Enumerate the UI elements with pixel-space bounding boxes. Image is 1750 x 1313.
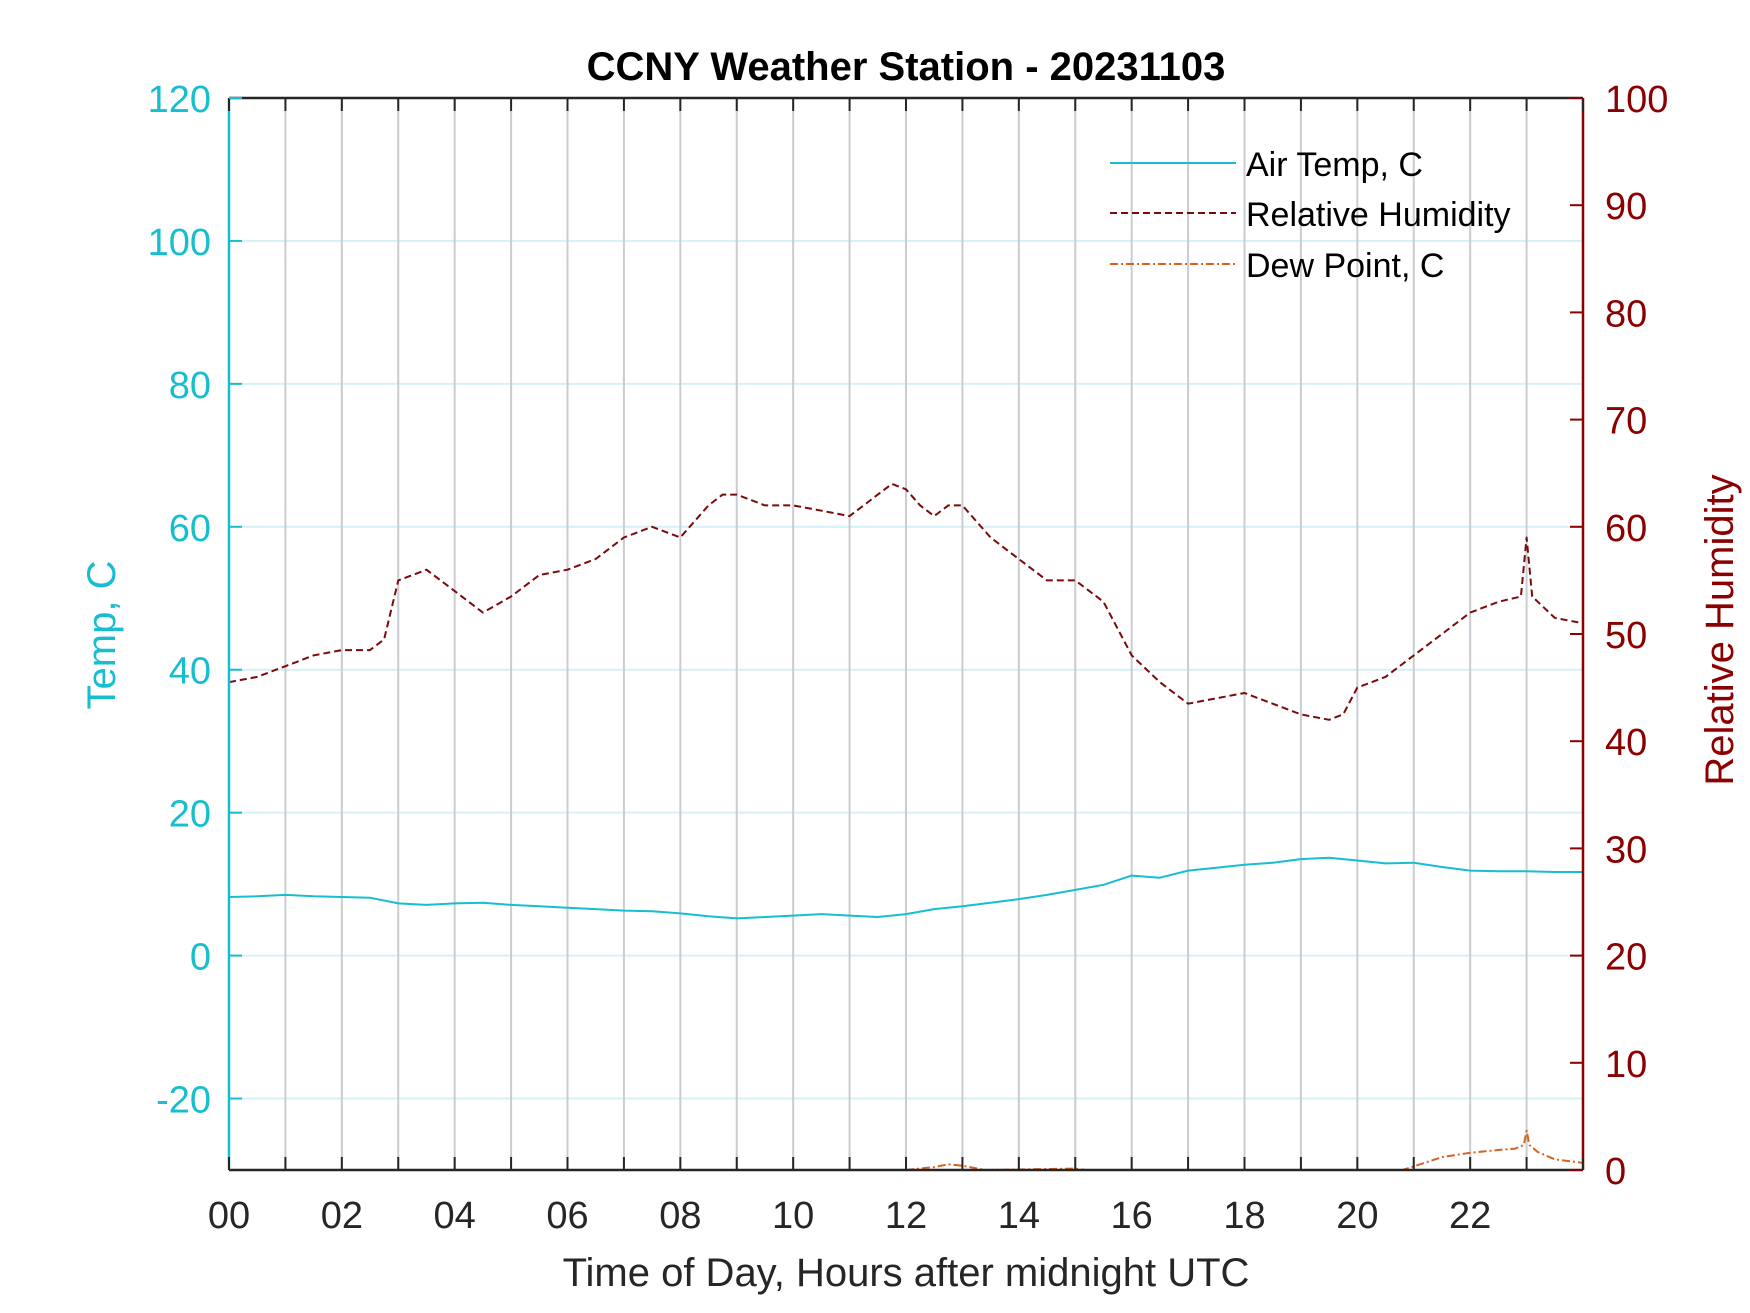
x-tick-label: 02 xyxy=(321,1195,363,1237)
x-tick-label: 00 xyxy=(208,1195,250,1237)
left-y-tick-label: 120 xyxy=(148,79,211,121)
x-tick-label: 22 xyxy=(1449,1195,1491,1237)
right-y-tick-label: 70 xyxy=(1605,401,1647,443)
right-y-tick-label: 100 xyxy=(1605,79,1668,121)
series-air-temp-line xyxy=(228,856,1583,920)
x-tick-label: 20 xyxy=(1336,1195,1378,1237)
left-y-tick-label: 60 xyxy=(169,508,211,550)
left-y-tick-label: 0 xyxy=(190,937,211,979)
left-y-axis-label: Temp, C xyxy=(80,561,124,710)
legend-label-dew-point: Dew Point, C xyxy=(1246,247,1444,285)
ticks-layer: 00 02 04 06 08 10 12 14 16 18 20 22-200204060801001… xyxy=(148,79,1669,1237)
left-y-tick-label: -20 xyxy=(156,1080,211,1122)
series-layer xyxy=(228,482,1584,1171)
legend-label-humidity: Relative Humidity xyxy=(1246,196,1511,234)
right-y-tick-label: 10 xyxy=(1605,1044,1647,1086)
x-axis-label: Time of Day, Hours after midnight UTC xyxy=(563,1251,1250,1295)
x-tick-label: 18 xyxy=(1223,1195,1265,1237)
series-dew-point-line xyxy=(905,1129,1584,1171)
right-y-tick-label: 40 xyxy=(1605,722,1647,764)
legend: Air Temp, C Relative Humidity Dew Point,… xyxy=(1110,146,1511,285)
legend-label-air-temp: Air Temp, C xyxy=(1246,146,1423,184)
x-tick-label: 10 xyxy=(772,1195,814,1237)
left-y-tick-label: 100 xyxy=(148,222,211,264)
x-tick-label: 12 xyxy=(885,1195,927,1237)
right-y-tick-label: 30 xyxy=(1605,829,1647,871)
x-tick-label: 04 xyxy=(434,1195,476,1237)
x-tick-label: 08 xyxy=(659,1195,701,1237)
right-y-tick-label: 50 xyxy=(1605,615,1647,657)
right-y-tick-label: 60 xyxy=(1605,508,1647,550)
x-tick-label: 14 xyxy=(998,1195,1040,1237)
series-humidity-line xyxy=(228,482,1584,721)
x-tick-label: 06 xyxy=(546,1195,588,1237)
right-y-tick-label: 90 xyxy=(1605,186,1647,228)
right-y-tick-label: 80 xyxy=(1605,293,1647,335)
right-y-axis-label: Relative Humidity xyxy=(1698,474,1742,785)
left-y-tick-label: 20 xyxy=(169,794,211,836)
left-y-tick-label: 40 xyxy=(169,651,211,693)
left-y-tick-label: 80 xyxy=(169,365,211,407)
x-tick-label: 16 xyxy=(1111,1195,1153,1237)
chart-title: CCNY Weather Station - 20231103 xyxy=(587,45,1226,89)
grid-layer xyxy=(229,97,1583,1170)
right-y-tick-label: 20 xyxy=(1605,937,1647,979)
right-y-tick-label: 0 xyxy=(1605,1151,1626,1193)
